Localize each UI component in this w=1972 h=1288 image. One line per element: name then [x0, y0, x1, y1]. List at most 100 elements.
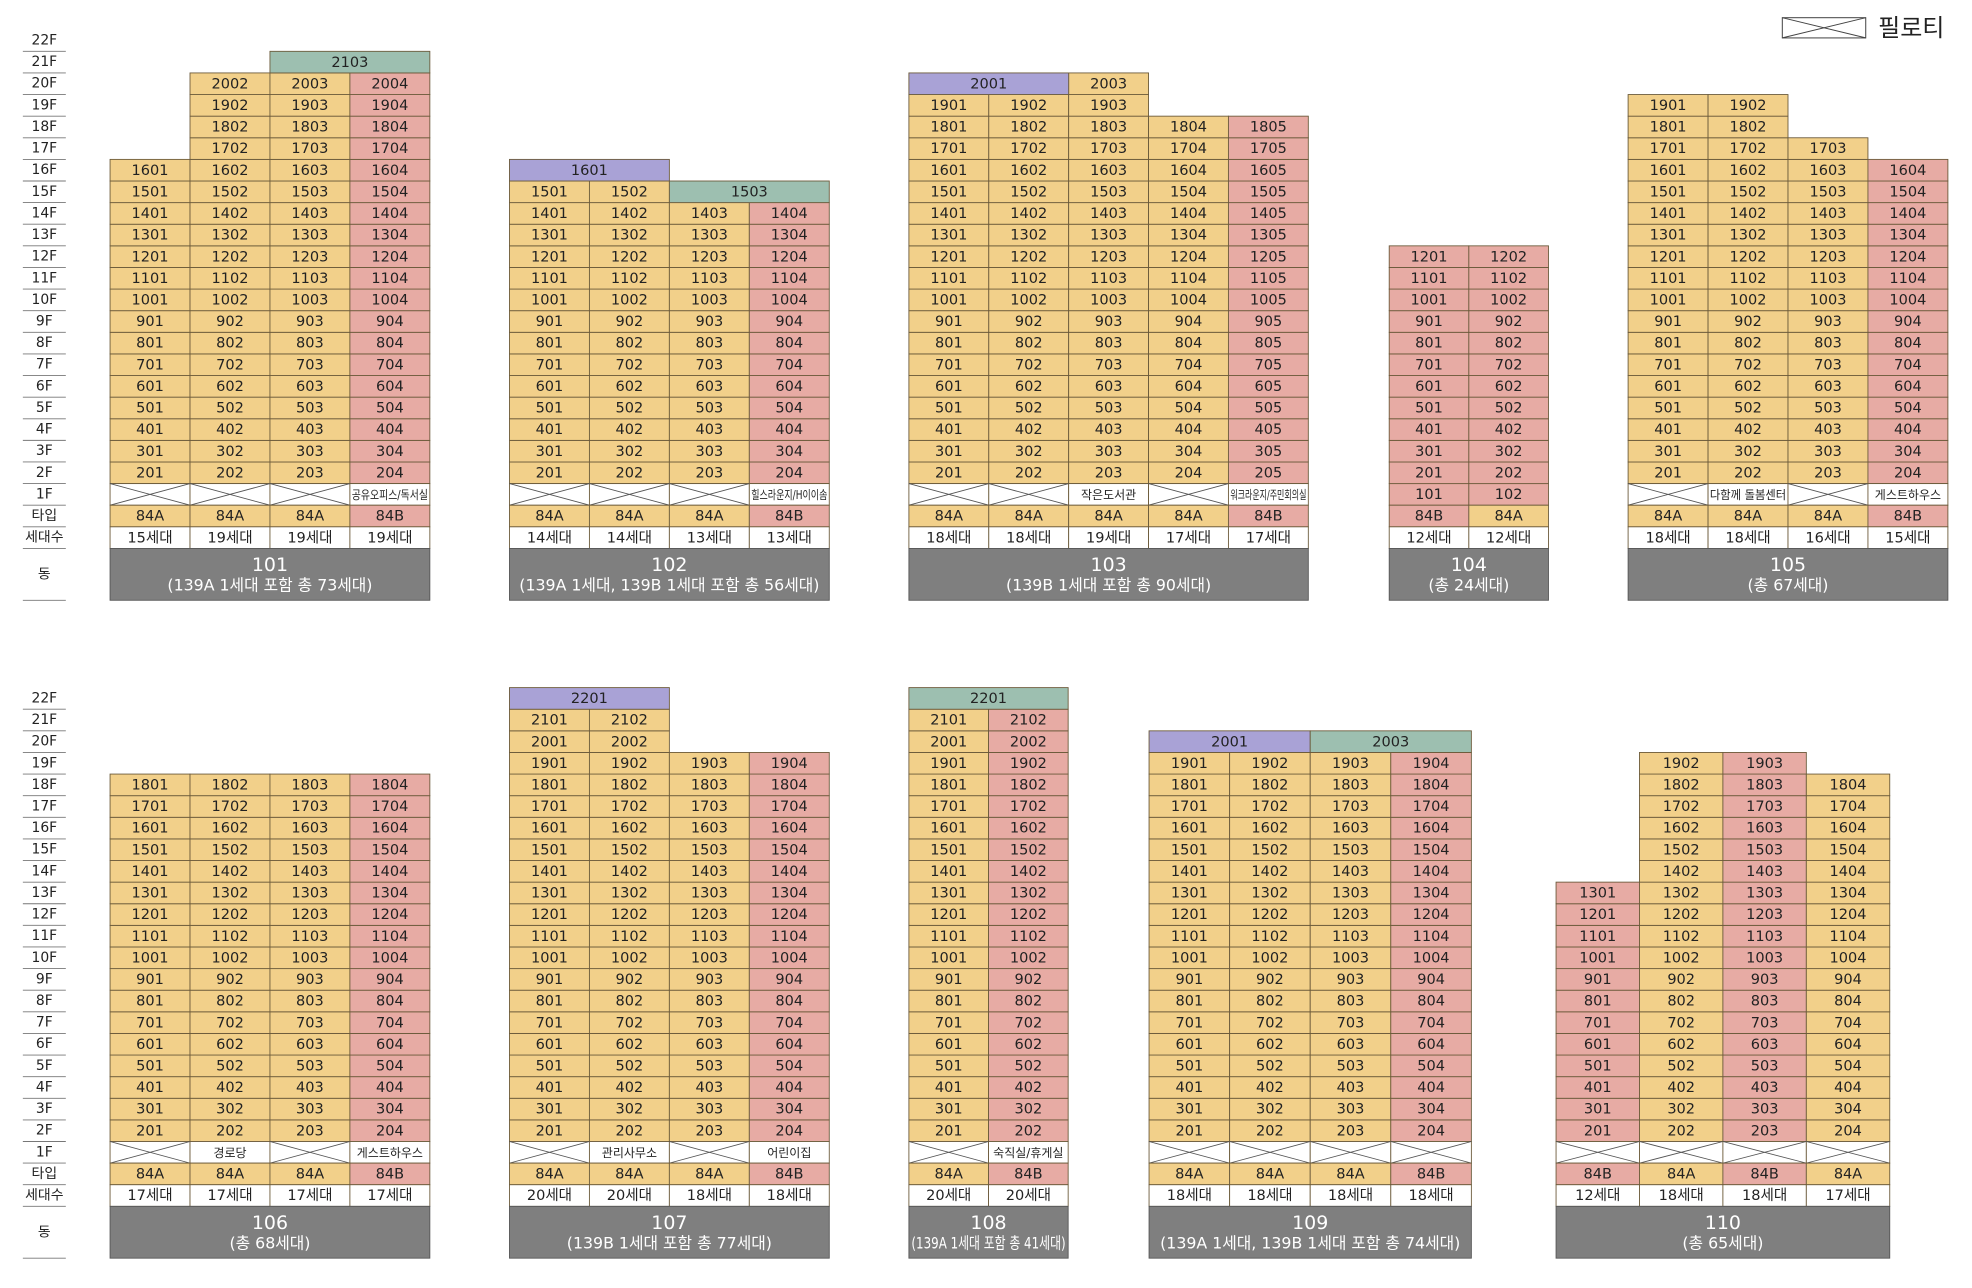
unit-cell-label: 601 — [1654, 379, 1682, 395]
unit-cell-label: 403 — [296, 1080, 324, 1096]
unit-cell-label: 603 — [296, 1037, 324, 1053]
unit-cell-label: 801 — [935, 336, 963, 352]
unit-cell-label: 901 — [136, 972, 164, 988]
unit-cell-label: 1802 — [1010, 120, 1047, 136]
unit-cell-label: 1101 — [930, 929, 967, 945]
unit-cell-label: 2003 — [1090, 76, 1127, 92]
pilotis-line — [1806, 1141, 1890, 1164]
unit-cell-label: 1303 — [1090, 228, 1127, 244]
unit-cell-label: 304 — [1894, 444, 1922, 460]
unit-cell-label: 1103 — [1090, 271, 1127, 287]
unit-cell-label: 202 — [616, 1123, 644, 1139]
unit-cell-label: 601 — [1415, 379, 1443, 395]
unit-cell-label: 704 — [1834, 1015, 1862, 1031]
unit-cell-label: 1702 — [1251, 799, 1288, 815]
facility-cell-label: 힐스라운지/H이이솜 — [751, 488, 827, 502]
unit-cell-label: 1101 — [1171, 929, 1208, 945]
unit-cell-label: 1002 — [1010, 950, 1047, 966]
unit-cell-label: 1402 — [1251, 864, 1288, 880]
unit-cell-label: 302 — [616, 444, 644, 460]
unit-cell-label: 402 — [216, 1080, 244, 1096]
type-cell-label: 84A — [935, 1167, 963, 1183]
count-cell-label: 18세대 — [767, 1187, 812, 1204]
unit-cell-label: 503 — [296, 401, 324, 417]
building-name: 106 — [252, 1212, 288, 1234]
unit-cell-label: 603 — [1095, 379, 1123, 395]
unit-cell-label: 1404 — [1170, 206, 1207, 222]
pilotis-line — [1229, 1141, 1311, 1164]
unit-cell-label: 1101 — [1579, 929, 1616, 945]
unit-cell-label: 203 — [695, 1123, 723, 1139]
unit-cell-label: 1401 — [531, 206, 568, 222]
unit-cell-label: 902 — [1495, 314, 1523, 330]
unit-cell-label: 802 — [616, 336, 644, 352]
unit-cell-label: 1503 — [291, 842, 328, 858]
building-box — [109, 1205, 431, 1259]
unit-cell-label: 1102 — [611, 271, 648, 287]
unit-cell-label: 1301 — [132, 228, 169, 244]
type-cell-label: 84B — [1584, 1167, 1612, 1183]
floor-label: 동 — [38, 1224, 51, 1240]
span-unit-cell-label: 1601 — [571, 163, 608, 179]
unit-cell-label: 2101 — [531, 713, 568, 729]
unit-cell-label: 201 — [136, 465, 164, 481]
unit-cell-label: 203 — [296, 465, 324, 481]
floor-label: 8F — [36, 993, 53, 1009]
unit-cell-label: 1203 — [1809, 249, 1846, 265]
unit-cell — [1707, 94, 1789, 117]
unit-cell-label: 1002 — [1251, 950, 1288, 966]
unit-cell-label: 1301 — [1579, 886, 1616, 902]
unit-cell-label: 1102 — [611, 929, 648, 945]
floor-label: 20F — [31, 734, 57, 750]
pilotis-line — [509, 1141, 590, 1164]
unit-cell-label: 1902 — [1010, 756, 1047, 772]
unit-cell-label: 802 — [1256, 994, 1284, 1010]
unit-cell-label: 1501 — [930, 842, 967, 858]
floor-label: 19F — [31, 755, 57, 771]
unit-cell-label: 1602 — [1010, 163, 1047, 179]
unit-cell-label: 501 — [1415, 401, 1443, 417]
floor-label: 4F — [36, 422, 53, 438]
unit-cell-label: 404 — [376, 422, 404, 438]
unit-cell-label: 1403 — [1746, 864, 1783, 880]
unit-cell-label: 604 — [775, 379, 803, 395]
unit-cell — [1722, 752, 1807, 775]
unit-cell-label: 1503 — [1090, 184, 1127, 200]
unit-cell-label: 1003 — [691, 950, 728, 966]
unit-cell-label: 1103 — [1746, 929, 1783, 945]
unit-cell-label: 1104 — [371, 929, 408, 945]
unit-cell-label: 601 — [536, 1037, 564, 1053]
floor-label: 1F — [36, 1144, 53, 1160]
unit-cell-label: 1303 — [691, 228, 728, 244]
unit-cell-label: 802 — [1015, 336, 1043, 352]
unit-cell-label: 502 — [216, 401, 244, 417]
unit-cell-label: 603 — [1814, 379, 1842, 395]
floor-label: 2F — [36, 1123, 53, 1139]
unit-cell-label: 1702 — [1663, 799, 1700, 815]
unit-cell-label: 1701 — [132, 799, 169, 815]
unit-cell-label: 402 — [1015, 422, 1043, 438]
unit-cell-label: 1101 — [1650, 271, 1687, 287]
unit-cell-label: 1003 — [691, 293, 728, 309]
facility-cell-label: 공유오피스/독서실 — [352, 488, 428, 502]
unit-cell-label: 701 — [136, 357, 164, 373]
unit-cell-label: 1203 — [691, 249, 728, 265]
unit-cell-label: 1201 — [1650, 249, 1687, 265]
unit-cell-label: 1202 — [1010, 907, 1047, 923]
legend-label: 필로티 — [1878, 14, 1944, 42]
unit-cell-label: 803 — [1337, 994, 1365, 1010]
type-cell-label: 84B — [775, 1167, 803, 1183]
count-cell-label: 18세대 — [1006, 529, 1051, 546]
unit-cell-label: 701 — [536, 1015, 564, 1031]
unit-cell-label: 801 — [1415, 336, 1443, 352]
unit-cell-label: 1703 — [1746, 799, 1783, 815]
unit-cell-label: 1502 — [611, 842, 648, 858]
count-cell-label: 18세대 — [1742, 1187, 1787, 1204]
floor-label: 동 — [38, 566, 51, 582]
type-cell-label: 84B — [376, 509, 404, 525]
unit-cell-label: 403 — [296, 422, 324, 438]
pilotis-line — [1722, 1141, 1807, 1164]
floor-label: 6F — [36, 378, 53, 394]
unit-cell-label: 1802 — [611, 778, 648, 794]
type-cell-label: 84A — [935, 509, 963, 525]
